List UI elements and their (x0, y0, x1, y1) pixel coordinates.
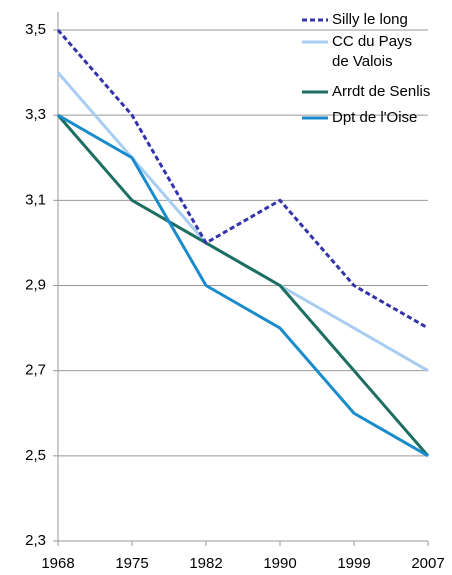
legend-label: Silly le long (332, 11, 408, 28)
legend-entry: Silly le long (300, 10, 408, 30)
legend-swatch (302, 90, 328, 94)
y-tick-label: 3,3 (25, 106, 46, 123)
legend-swatch (302, 116, 328, 120)
legend-entry: Arrdt de Senlis (300, 82, 430, 102)
x-tick-label: 2007 (411, 555, 444, 572)
legend-label: Arrdt de Senlis (332, 83, 431, 100)
y-tick-label: 2,3 (25, 532, 46, 549)
legend-swatch (302, 18, 328, 22)
legend-swatch (302, 40, 328, 44)
legend-label: Dpt de l'Oise (332, 109, 418, 126)
y-tick-label: 2,5 (25, 447, 46, 464)
legend-label: CC du Pays de Valois (332, 33, 413, 70)
x-tick-label: 1968 (41, 555, 74, 572)
series-line (57, 113, 429, 458)
x-tick-label: 1975 (115, 555, 148, 572)
y-tick-label: 2,9 (25, 276, 46, 293)
y-tick-label: 2,7 (25, 362, 46, 379)
x-tick-label: 1999 (337, 555, 370, 572)
y-tick-label: 3,5 (25, 21, 46, 38)
legend-entry: Dpt de l'Oise (300, 108, 417, 128)
x-tick-label: 1990 (263, 555, 296, 572)
y-tick-label: 3,1 (25, 191, 46, 208)
x-tick-label: 1982 (189, 555, 222, 572)
series-line (56, 114, 430, 457)
series-line (56, 29, 429, 330)
legend-entry: CC du Pays de Valois (300, 32, 416, 72)
